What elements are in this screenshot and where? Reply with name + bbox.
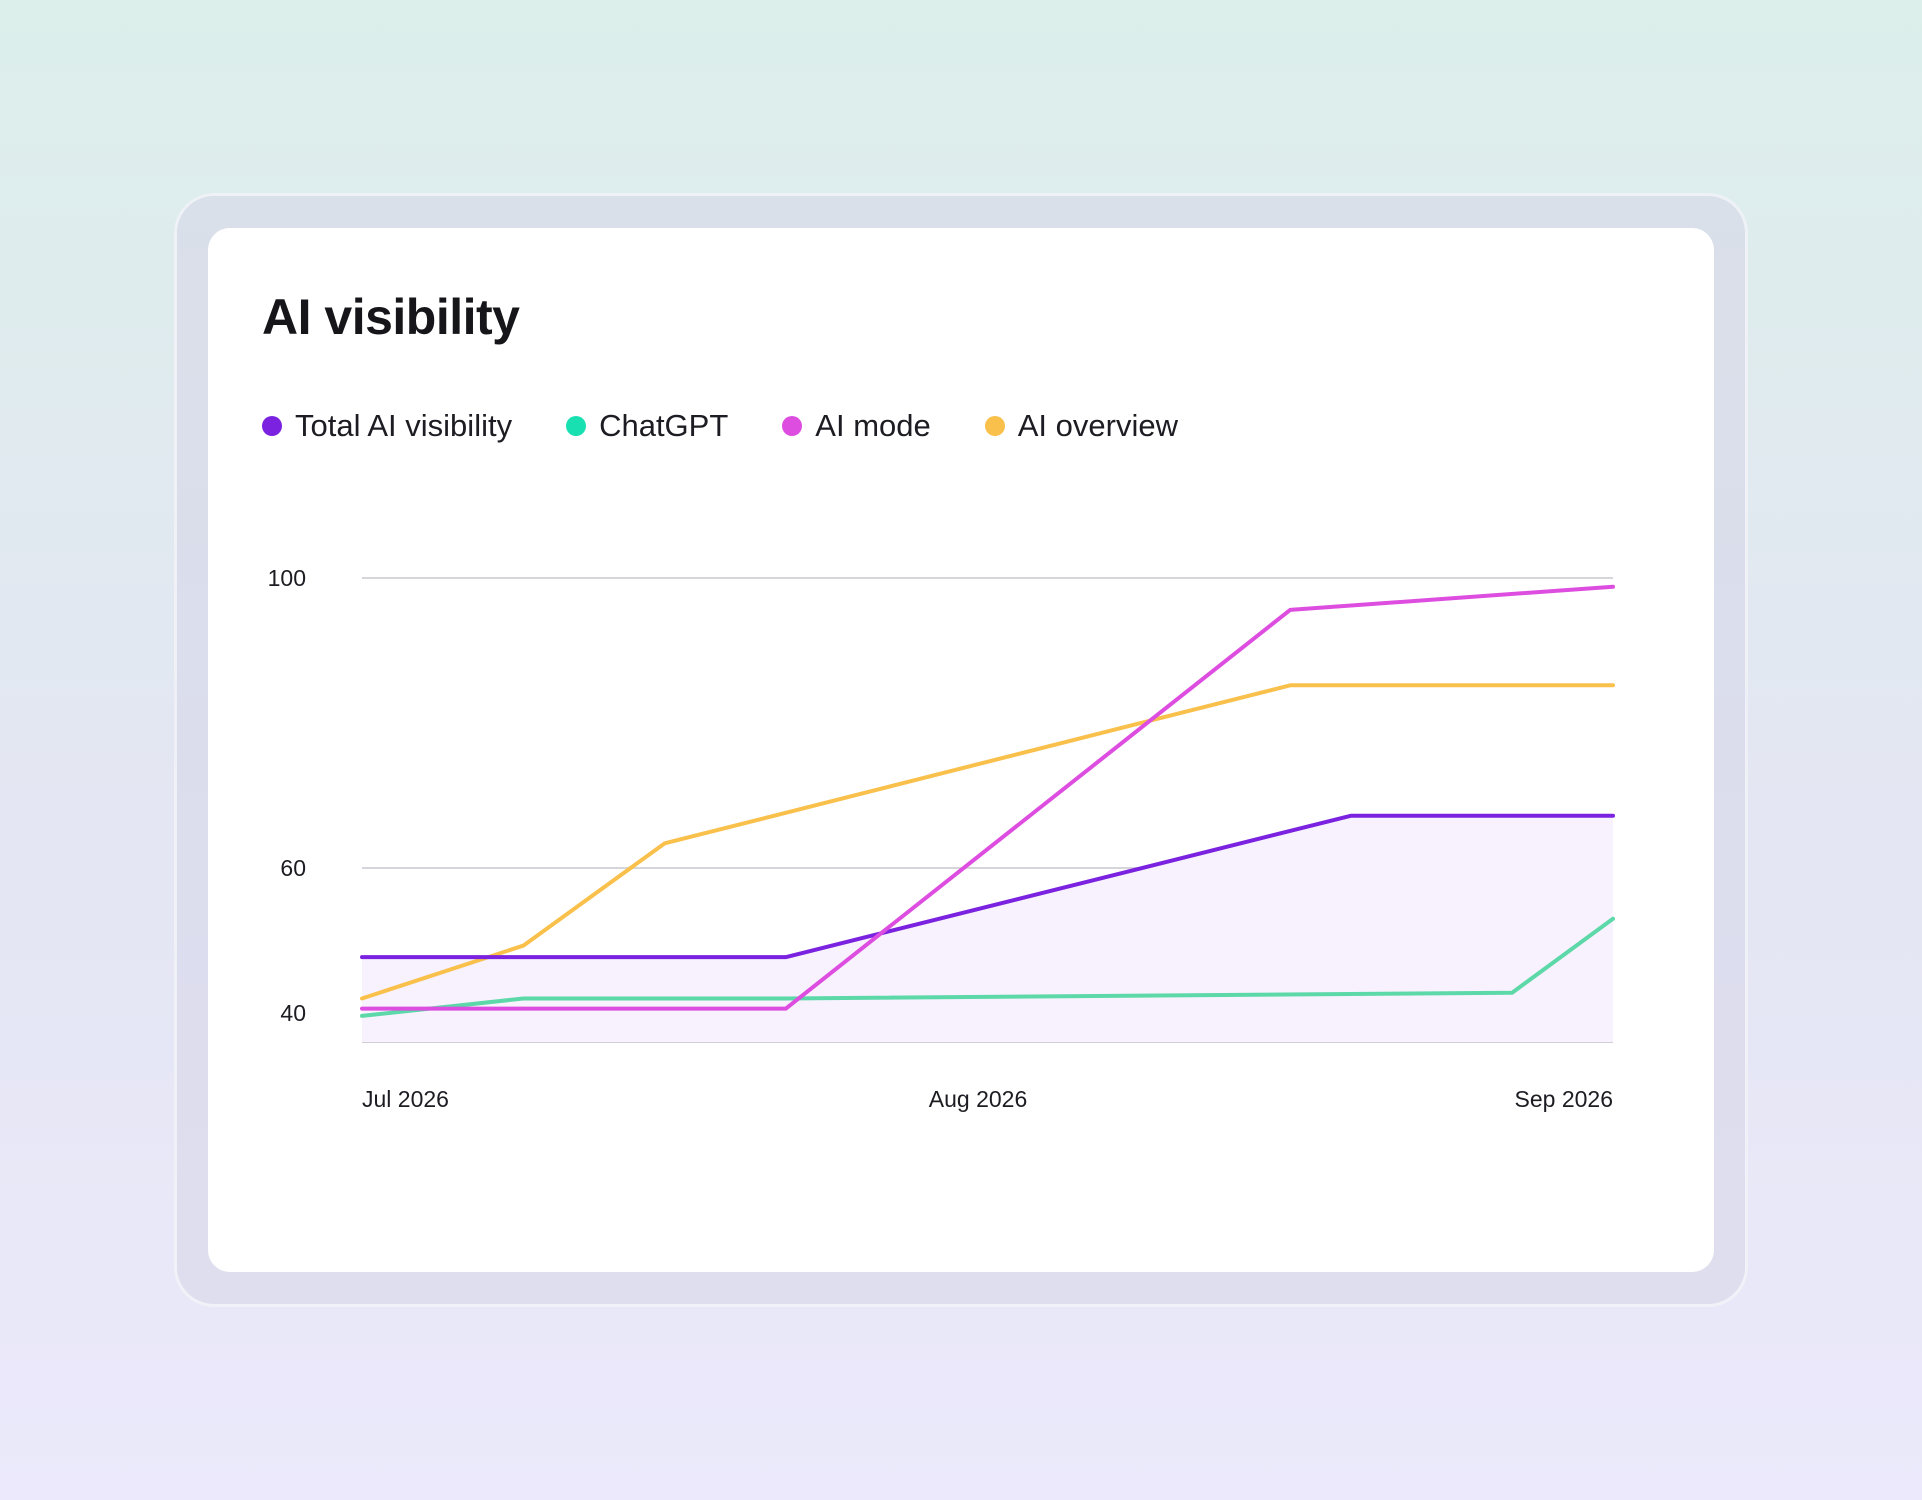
line-chart: 100 60 40 Jul 2026 Aug 2026 Sep 2026	[268, 565, 1615, 1112]
y-tick-label: 100	[268, 565, 306, 591]
series-line-ai-overview	[360, 683, 1615, 1001]
legend-item-chatgpt[interactable]: ChatGPT	[566, 408, 728, 444]
legend-dot-icon	[782, 416, 803, 436]
legend-item-ai-mode[interactable]: AI mode	[782, 408, 931, 444]
legend-dot-icon	[984, 416, 1005, 436]
x-tick-label: Aug 2026	[929, 1086, 1027, 1112]
series-line-chatgpt	[360, 916, 1615, 1018]
y-axis: 100 60 40	[268, 565, 306, 1026]
area-layer	[362, 815, 1613, 1042]
total-area-fill	[362, 815, 1613, 1042]
series-line-total-ai-visibility	[360, 813, 1615, 960]
y-tick-label: 40	[280, 1000, 306, 1026]
series-line-ai-mode	[360, 584, 1615, 1011]
line-layer	[360, 584, 1615, 1018]
legend-item-total-ai-visibility[interactable]: Total AI visibility	[262, 408, 512, 444]
legend-item-ai-overview[interactable]: AI overview	[984, 408, 1178, 444]
x-tick-label: Jul 2026	[362, 1086, 449, 1112]
chart-title: AI visibility	[262, 289, 520, 345]
legend-label: AI overview	[1017, 408, 1178, 443]
chart-card: AI visibility Total AI visibility ChatGP…	[208, 228, 1714, 1272]
legend-dot-icon	[566, 416, 587, 436]
legend-label: AI mode	[815, 408, 931, 443]
legend-label: Total AI visibility	[295, 408, 513, 443]
chart-legend: Total AI visibility ChatGPT AI mode AI o…	[262, 406, 1232, 446]
y-tick-label: 60	[280, 855, 306, 881]
x-tick-label: Sep 2026	[1515, 1086, 1613, 1112]
x-axis: Jul 2026 Aug 2026 Sep 2026	[362, 1086, 1613, 1112]
legend-dot-icon	[262, 416, 282, 436]
legend-label: ChatGPT	[599, 408, 729, 443]
